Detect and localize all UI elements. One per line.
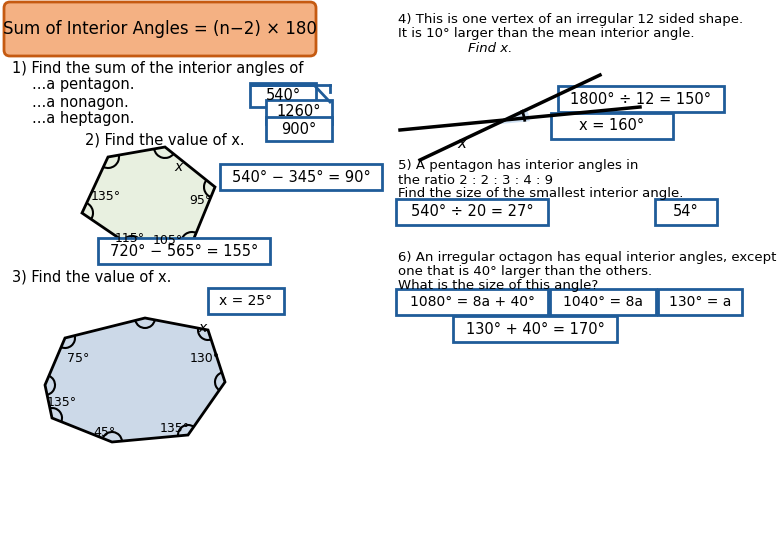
Text: x: x bbox=[458, 136, 466, 151]
Text: 6) An irregular octagon has equal interior angles, except: 6) An irregular octagon has equal interi… bbox=[398, 251, 776, 264]
Text: Find x.: Find x. bbox=[468, 42, 512, 55]
Text: 540° ÷ 20 = 27°: 540° ÷ 20 = 27° bbox=[411, 205, 534, 219]
Text: 900°: 900° bbox=[282, 122, 317, 137]
Text: x: x bbox=[174, 160, 182, 174]
Text: 720° − 565° = 155°: 720° − 565° = 155° bbox=[110, 244, 258, 259]
FancyBboxPatch shape bbox=[98, 238, 270, 264]
Text: 135°: 135° bbox=[160, 422, 190, 435]
FancyBboxPatch shape bbox=[266, 100, 332, 124]
Text: 5) A pentagon has interior angles in: 5) A pentagon has interior angles in bbox=[398, 159, 638, 172]
Text: 75°: 75° bbox=[67, 352, 89, 365]
FancyBboxPatch shape bbox=[208, 288, 284, 314]
Text: 115°: 115° bbox=[115, 232, 145, 245]
Text: ...a nonagon.: ...a nonagon. bbox=[32, 94, 129, 110]
Text: 135°: 135° bbox=[91, 191, 121, 204]
Text: 1040° = 8a: 1040° = 8a bbox=[563, 295, 643, 309]
Text: 130° + 40° = 170°: 130° + 40° = 170° bbox=[466, 321, 604, 336]
Polygon shape bbox=[45, 318, 225, 442]
FancyBboxPatch shape bbox=[220, 164, 382, 190]
Text: It is 10° larger than the mean interior angle.: It is 10° larger than the mean interior … bbox=[398, 28, 694, 40]
Text: 45°: 45° bbox=[94, 426, 116, 438]
FancyBboxPatch shape bbox=[396, 199, 548, 225]
FancyBboxPatch shape bbox=[266, 117, 332, 141]
Text: What is the size of this angle?: What is the size of this angle? bbox=[398, 279, 598, 292]
Text: 3) Find the value of x.: 3) Find the value of x. bbox=[12, 269, 172, 285]
Text: Sum of Interior Angles = (n−2) × 180: Sum of Interior Angles = (n−2) × 180 bbox=[3, 20, 317, 38]
Text: 130°: 130° bbox=[190, 352, 220, 365]
Text: 1800° ÷ 12 = 150°: 1800° ÷ 12 = 150° bbox=[570, 91, 711, 106]
FancyBboxPatch shape bbox=[396, 289, 548, 315]
FancyBboxPatch shape bbox=[453, 316, 617, 342]
Text: 130° = a: 130° = a bbox=[668, 295, 731, 309]
FancyBboxPatch shape bbox=[655, 199, 717, 225]
Text: x: x bbox=[198, 321, 206, 335]
FancyBboxPatch shape bbox=[658, 289, 742, 315]
FancyBboxPatch shape bbox=[558, 86, 724, 112]
FancyBboxPatch shape bbox=[550, 289, 656, 315]
Text: 1080° = 8a + 40°: 1080° = 8a + 40° bbox=[410, 295, 534, 309]
Text: 135°: 135° bbox=[47, 395, 77, 408]
Text: 95°: 95° bbox=[189, 193, 211, 206]
Text: 105°: 105° bbox=[153, 233, 183, 246]
Text: 540° − 345° = 90°: 540° − 345° = 90° bbox=[232, 170, 370, 185]
FancyBboxPatch shape bbox=[250, 83, 316, 107]
Text: 2) Find the value of x.: 2) Find the value of x. bbox=[85, 132, 245, 147]
Text: ...a heptagon.: ...a heptagon. bbox=[32, 111, 134, 126]
Text: 54°: 54° bbox=[673, 205, 699, 219]
Text: one that is 40° larger than the others.: one that is 40° larger than the others. bbox=[398, 265, 652, 278]
Text: 4) This is one vertex of an irregular 12 sided shape.: 4) This is one vertex of an irregular 12… bbox=[398, 14, 743, 26]
Text: x = 25°: x = 25° bbox=[219, 294, 272, 308]
Text: 1260°: 1260° bbox=[277, 105, 321, 119]
FancyBboxPatch shape bbox=[551, 113, 673, 139]
Polygon shape bbox=[82, 147, 215, 247]
FancyBboxPatch shape bbox=[4, 2, 316, 56]
Wedge shape bbox=[490, 108, 530, 125]
Text: 1) Find the sum of the interior angles of: 1) Find the sum of the interior angles o… bbox=[12, 60, 303, 76]
Text: Find the size of the smallest interior angle.: Find the size of the smallest interior a… bbox=[398, 187, 683, 200]
Text: 540°: 540° bbox=[265, 87, 300, 103]
Text: ...a pentagon.: ...a pentagon. bbox=[32, 78, 134, 92]
Text: the ratio 2 : 2 : 3 : 4 : 9: the ratio 2 : 2 : 3 : 4 : 9 bbox=[398, 173, 553, 186]
Text: x = 160°: x = 160° bbox=[580, 118, 644, 133]
